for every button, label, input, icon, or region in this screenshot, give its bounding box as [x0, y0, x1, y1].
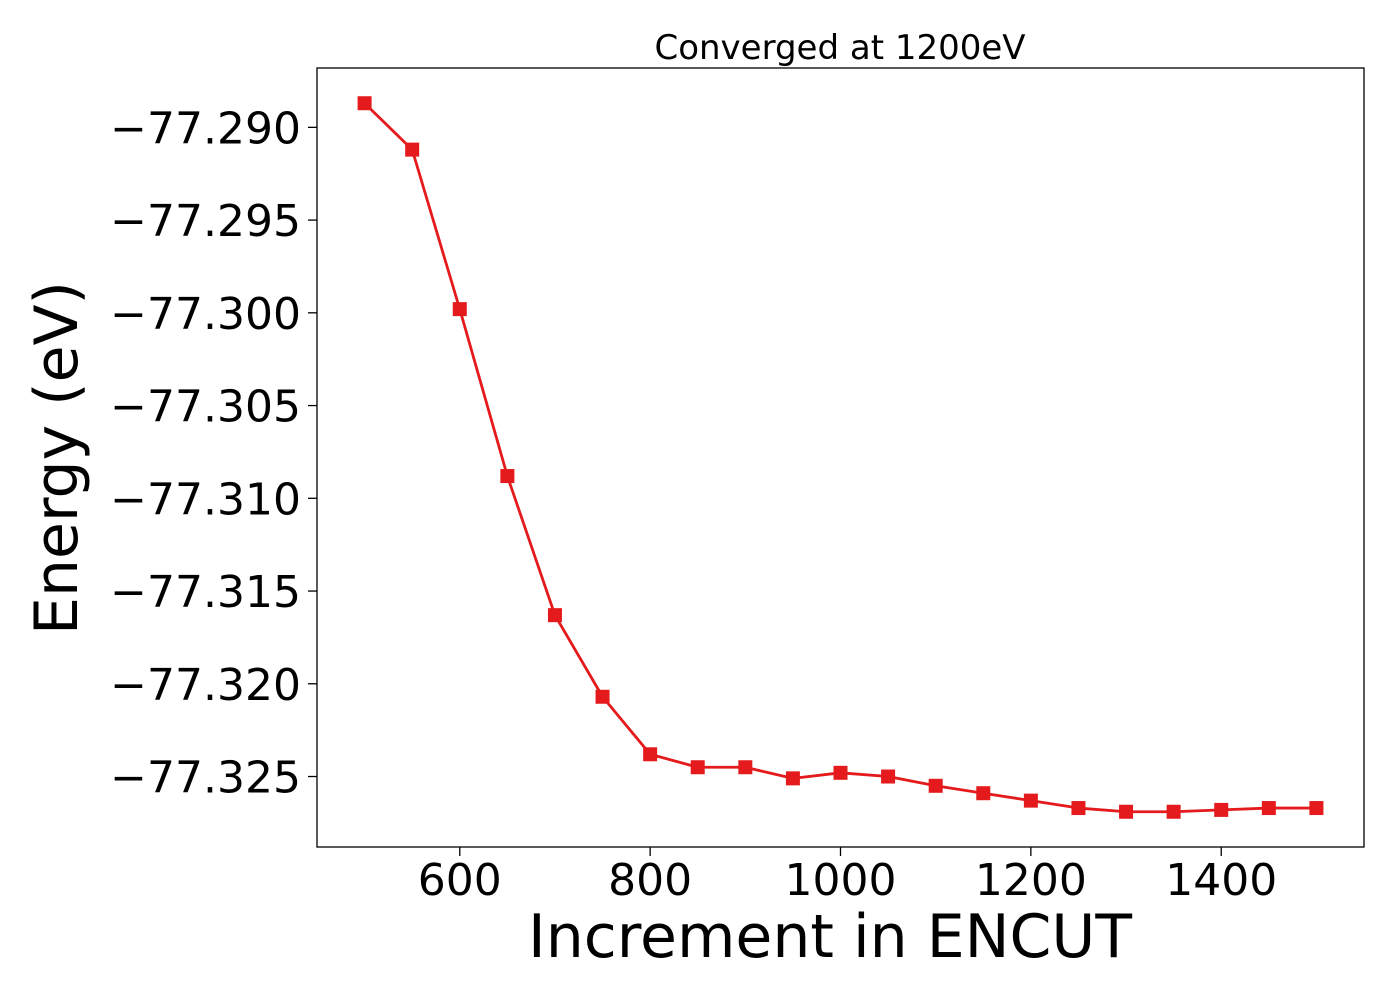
x-axis-title: Increment in ENCUT — [528, 902, 1132, 972]
x-tick-label: 800 — [608, 855, 692, 906]
chart-title: Converged at 1200eV — [654, 28, 1025, 68]
series-layer — [357, 96, 1324, 819]
y-axis-title: Energy (eV) — [22, 281, 92, 635]
data-point-marker — [881, 769, 896, 784]
data-point-marker — [690, 760, 705, 775]
y-tick-label: −77.300 — [110, 289, 301, 340]
y-tick-label: −77.325 — [110, 753, 301, 804]
y-tick-label: −77.290 — [110, 103, 301, 154]
x-tick-label: 600 — [418, 855, 502, 906]
data-point-marker — [595, 689, 610, 704]
y-tick-label: −77.320 — [110, 660, 301, 711]
data-point-marker — [1166, 804, 1181, 819]
y-tick-label: −77.305 — [110, 382, 301, 433]
data-point-marker — [452, 302, 467, 317]
plot-frame — [316, 67, 1365, 848]
data-point-marker — [833, 765, 848, 780]
x-axis-ticks: 600 800 1000 1200 1400 — [418, 847, 1277, 906]
data-point-marker — [547, 608, 562, 623]
data-point-marker — [643, 747, 658, 762]
data-point-marker — [738, 760, 753, 775]
x-tick-label: 1000 — [785, 855, 897, 906]
x-tick-label: 1200 — [975, 855, 1087, 906]
data-point-marker — [1214, 802, 1229, 817]
data-point-marker — [405, 142, 420, 157]
data-point-marker — [1023, 793, 1038, 808]
data-point-marker — [357, 96, 372, 111]
y-tick-label: −77.295 — [110, 196, 301, 247]
y-axis-ticks: −77.290 −77.295 −77.300 −77.305 −77.310 −77.3… — [110, 103, 317, 804]
data-point-marker — [928, 778, 943, 793]
data-point-marker — [785, 771, 800, 786]
y-tick-label: −77.315 — [110, 567, 301, 618]
data-point-marker — [1261, 801, 1276, 816]
data-point-marker — [1119, 804, 1134, 819]
data-point-marker — [1071, 801, 1086, 816]
x-tick-label: 1400 — [1165, 855, 1277, 906]
data-point-marker — [500, 469, 515, 484]
data-point-marker — [1309, 801, 1324, 816]
data-point-marker — [976, 786, 991, 801]
y-tick-label: −77.310 — [110, 474, 301, 525]
